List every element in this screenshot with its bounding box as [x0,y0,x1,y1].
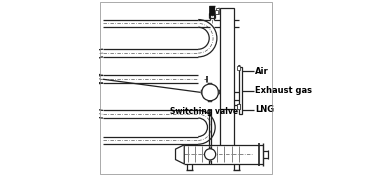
Circle shape [205,149,216,160]
Bar [208,83,212,84]
Bar [237,104,240,109]
Text: Switching valve: Switching valve [170,107,238,116]
Bar [201,90,202,95]
Circle shape [202,84,218,101]
Bar [220,8,234,109]
Bar [218,90,219,95]
Bar [237,66,240,70]
Bar [208,101,212,102]
Text: Air: Air [255,67,269,76]
Bar [209,6,215,15]
Bar [237,104,240,109]
Text: Exhaust gas: Exhaust gas [255,86,312,95]
Bar [216,8,219,14]
Polygon shape [176,145,184,164]
Bar [239,67,241,114]
Bar [215,10,218,14]
Text: LNG: LNG [255,105,274,114]
